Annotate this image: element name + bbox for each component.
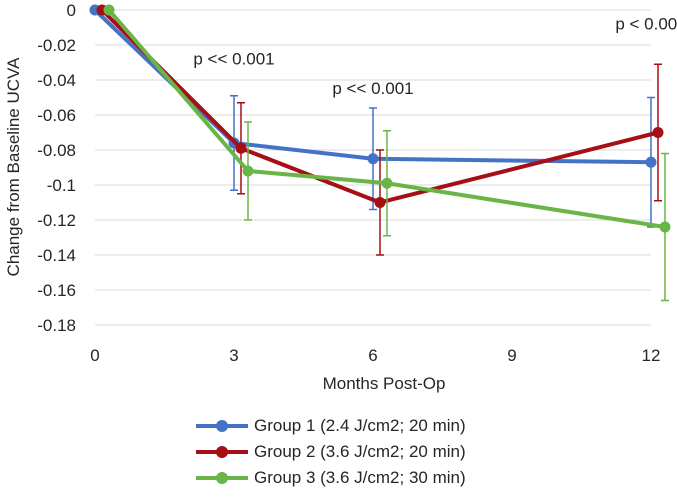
- y-tick-label: -0.08: [37, 141, 76, 160]
- x-tick-label: 9: [507, 346, 516, 365]
- data-point[interactable]: [645, 156, 657, 168]
- line-chart: 0 -0.02 -0.04 -0.06 -0.08 -0.1 -0.12 -0.14 -0.16…: [4, 1, 677, 393]
- x-tick-label: 6: [368, 346, 377, 365]
- y-tick-label: -0.02: [37, 36, 76, 55]
- y-axis-label: Change from Baseline UCVA: [4, 57, 23, 277]
- legend-marker-group-3: [196, 471, 248, 485]
- legend-label: Group 2 (3.6 J/cm2; 20 min): [254, 442, 466, 461]
- x-axis-ticks: 0 3 6 9 12: [90, 346, 660, 365]
- p-value-annotation: p < 0.001: [615, 14, 677, 33]
- data-point[interactable]: [374, 197, 386, 208]
- x-tick-label: 12: [642, 346, 661, 365]
- series-group-2: [96, 4, 664, 256]
- legend-label: Group 1 (2.4 J/cm2; 20 min): [254, 416, 466, 435]
- y-tick-label: -0.18: [37, 316, 76, 335]
- data-point[interactable]: [103, 4, 115, 16]
- p-value-annotation: p << 0.001: [193, 49, 274, 68]
- annotations: p << 0.001 p << 0.001 p < 0.001: [193, 14, 677, 98]
- data-point[interactable]: [235, 142, 247, 154]
- legend-item-group-1[interactable]: Group 1 (2.4 J/cm2; 20 min): [196, 413, 516, 439]
- legend-marker-group-2: [196, 445, 248, 459]
- y-tick-label: -0.1: [47, 176, 76, 195]
- data-point[interactable]: [659, 221, 671, 233]
- data-point[interactable]: [381, 177, 393, 189]
- y-axis-ticks: 0 -0.02 -0.04 -0.06 -0.08 -0.1 -0.12 -0.14 -0.16…: [37, 1, 76, 335]
- p-value-annotation: p << 0.001: [332, 79, 413, 98]
- y-tick-label: -0.16: [37, 281, 76, 300]
- data-point[interactable]: [652, 127, 664, 138]
- legend-marker-group-1: [196, 419, 248, 433]
- series-line: [107, 8, 666, 229]
- series-group-1: [89, 4, 657, 228]
- x-tick-label: 3: [229, 346, 238, 365]
- y-tick-label: -0.14: [37, 246, 76, 265]
- y-tick-label: 0: [67, 1, 76, 20]
- legend-label: Group 3 (3.6 J/cm2; 30 min): [254, 468, 466, 487]
- legend-item-group-2[interactable]: Group 2 (3.6 J/cm2; 20 min): [196, 439, 516, 465]
- legend: Group 1 (2.4 J/cm2; 20 min) Group 2 (3.6…: [196, 413, 516, 491]
- y-tick-label: -0.04: [37, 71, 76, 90]
- legend-item-group-3[interactable]: Group 3 (3.6 J/cm2; 30 min): [196, 465, 516, 491]
- x-tick-label: 0: [90, 346, 99, 365]
- x-axis-label: Months Post-Op: [323, 374, 446, 393]
- y-tick-label: -0.12: [37, 211, 76, 230]
- y-tick-label: -0.06: [37, 106, 76, 125]
- series-group: [89, 4, 671, 302]
- data-point[interactable]: [242, 165, 254, 177]
- data-point[interactable]: [367, 153, 379, 165]
- series-group-3: [103, 4, 671, 302]
